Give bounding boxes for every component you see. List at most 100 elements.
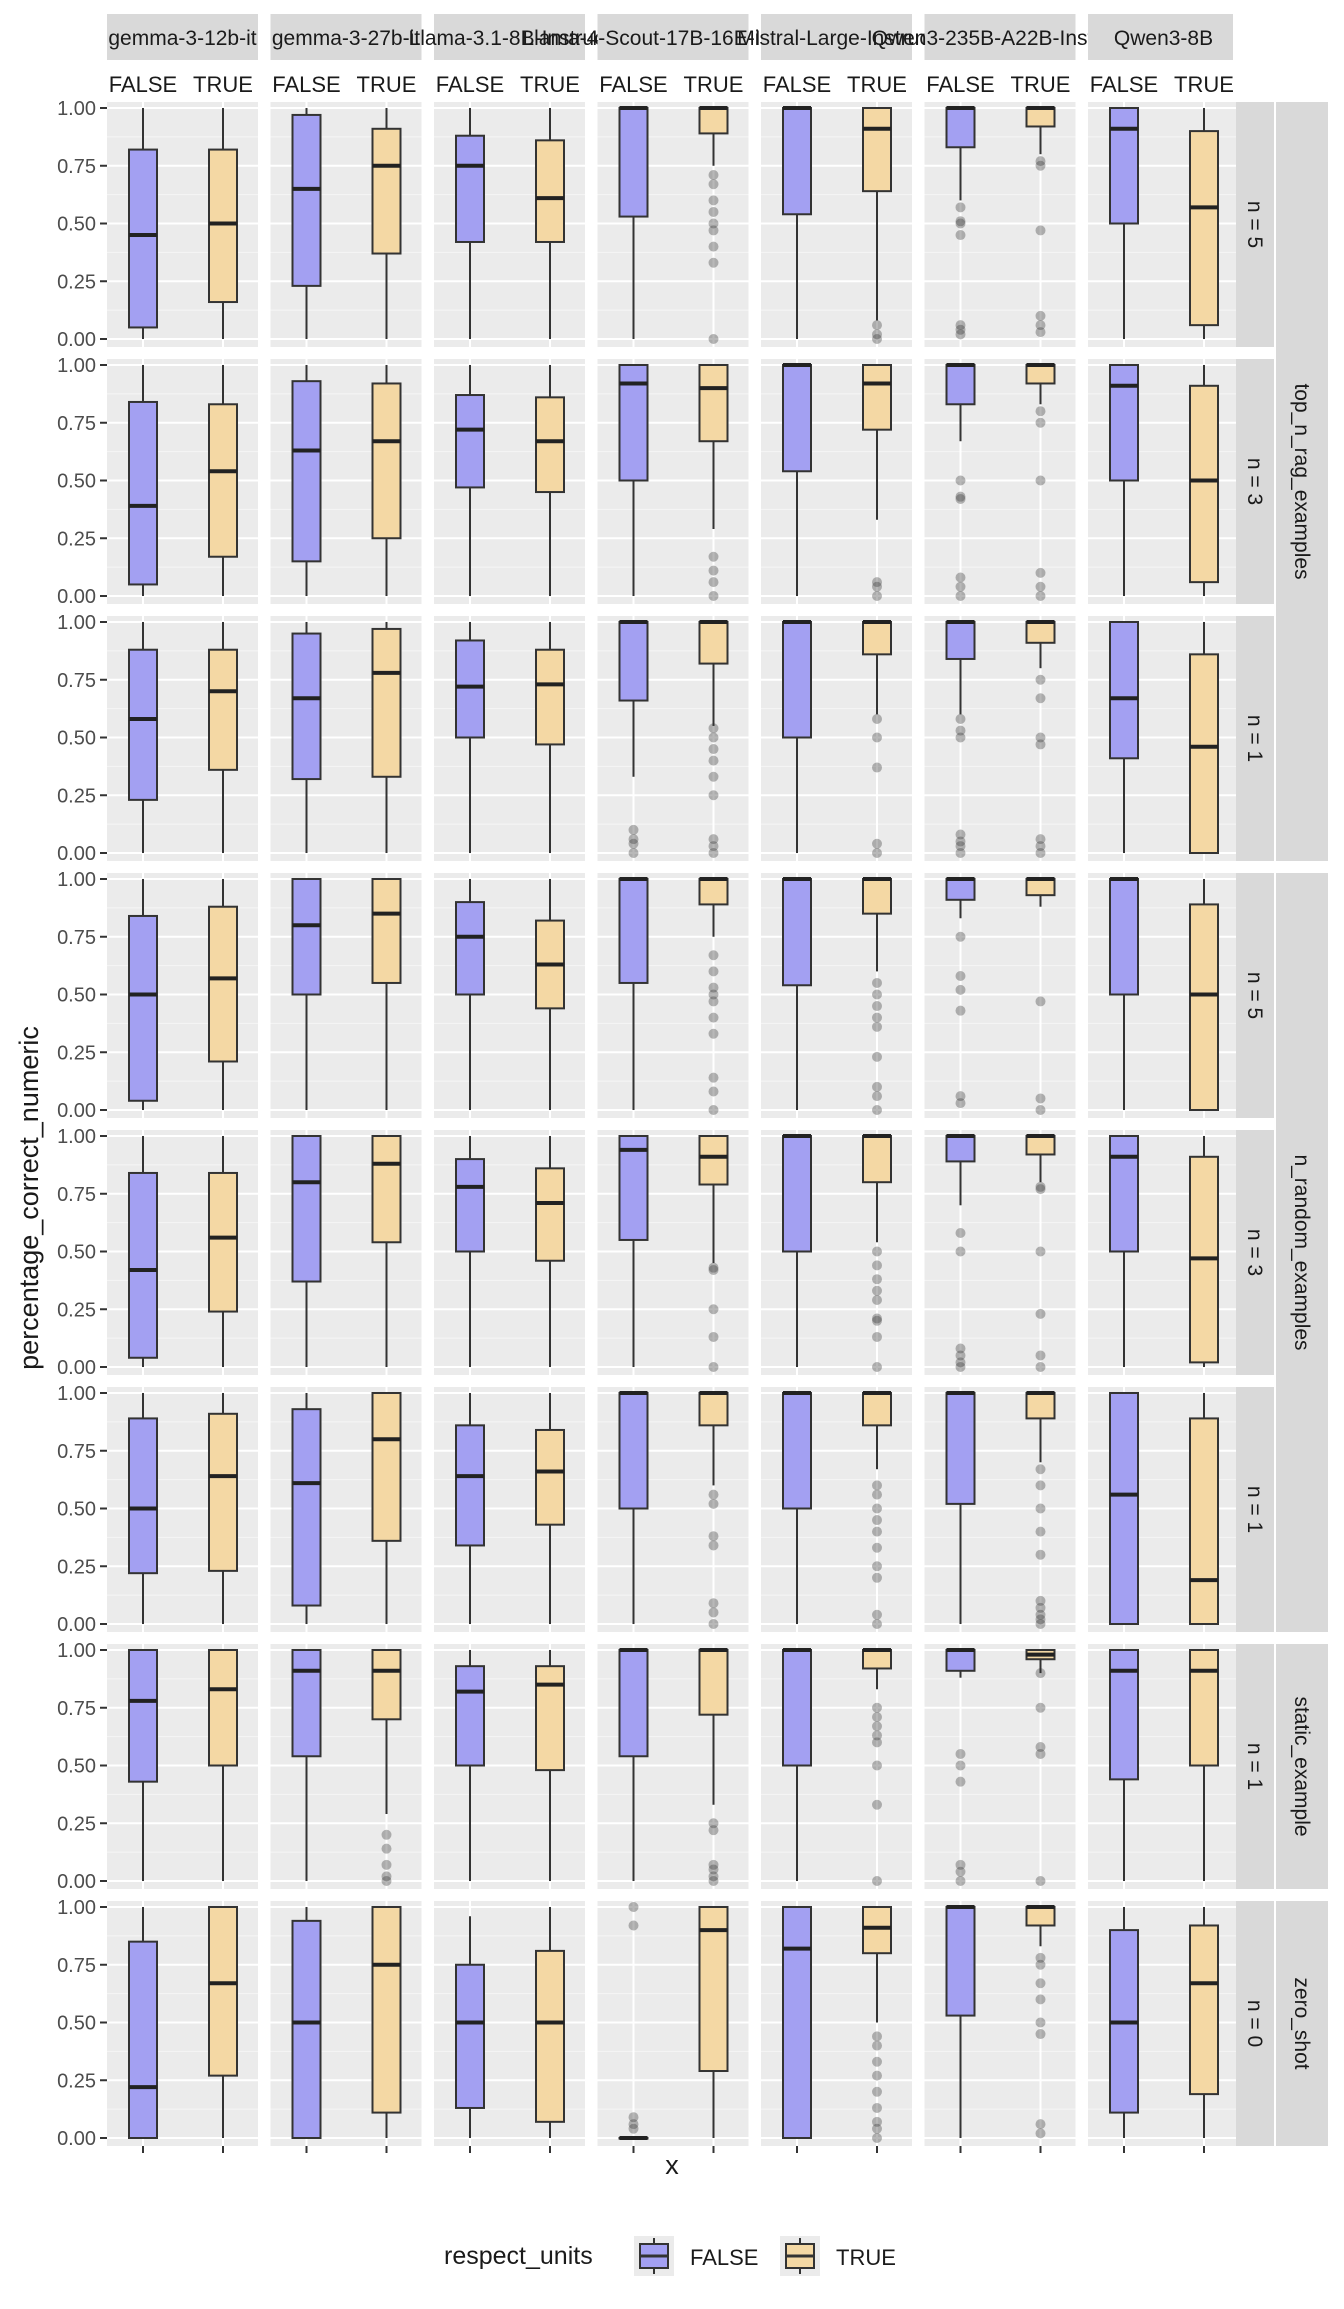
outlier-point xyxy=(708,732,719,743)
box-true xyxy=(698,620,729,858)
outlier-point xyxy=(872,1760,882,1771)
box-body xyxy=(945,878,976,901)
y-tick-label: 0.75 xyxy=(57,413,96,435)
facet-panel xyxy=(434,1130,585,1375)
outlier-point xyxy=(872,1105,882,1115)
outlier-point xyxy=(872,1609,882,1620)
outlier-point xyxy=(1035,310,1046,321)
x-tick-label: TRUE xyxy=(847,72,907,97)
box-true xyxy=(698,877,729,1115)
outlier-point xyxy=(872,2031,882,2042)
box-body xyxy=(782,878,812,987)
model-strip: Llama-4-Scout-17B-16E-Instruct FALSE TRUE xyxy=(522,14,824,97)
outlier-point xyxy=(708,996,719,1007)
box-false xyxy=(945,1134,976,1372)
outlier-point xyxy=(708,1871,719,1882)
box-true xyxy=(371,878,402,1110)
outlier-point xyxy=(955,1098,966,1109)
y-tick-label: 0.25 xyxy=(57,271,96,293)
outlier-point xyxy=(708,723,719,734)
outlier-point xyxy=(872,1721,882,1732)
facet-panel xyxy=(434,359,585,604)
outlier-point xyxy=(708,1264,719,1275)
facet-panel xyxy=(761,1644,912,1889)
outlier-point xyxy=(628,848,639,858)
box-body xyxy=(371,1392,402,1542)
group-strip-label: n_random_examples xyxy=(1290,1154,1313,1350)
outlier-point xyxy=(1035,674,1046,685)
box-body xyxy=(1189,653,1219,855)
outlier-point xyxy=(872,1503,882,1514)
y-tick-label: 0.50 xyxy=(57,1242,96,1264)
facet-panel xyxy=(597,1130,749,1375)
box-false xyxy=(782,1906,812,2139)
outlier-point xyxy=(872,1246,882,1257)
box-true xyxy=(371,1135,402,1367)
facet-panel xyxy=(597,102,749,347)
outlier-point xyxy=(872,320,882,331)
outlier-point xyxy=(1035,1503,1046,1514)
outlier-point xyxy=(708,848,719,858)
box-false xyxy=(291,365,322,596)
row-strip-bg xyxy=(1236,102,1274,347)
box-body xyxy=(618,1135,649,1241)
facet-panel xyxy=(761,1130,912,1375)
box-body xyxy=(1109,107,1139,225)
box-false xyxy=(291,1649,322,1881)
box-true xyxy=(862,1906,892,2143)
outlier-point xyxy=(872,1489,882,1500)
outlier-point xyxy=(708,841,719,852)
outlier-point xyxy=(1035,1742,1046,1753)
model-strip-bg xyxy=(107,14,258,60)
box-body xyxy=(128,1171,158,1359)
box-body xyxy=(291,878,322,996)
outlier-point xyxy=(955,1343,966,1354)
x-tick-label: TRUE xyxy=(357,72,417,97)
outlier-point xyxy=(708,950,719,961)
box-true xyxy=(208,108,238,339)
group-strip-label: zero_shot xyxy=(1290,1977,1313,2069)
box-body xyxy=(618,878,649,984)
box-body xyxy=(618,107,649,218)
row-strip-label: n = 5 xyxy=(1243,972,1266,1019)
outlier-point xyxy=(872,1012,882,1023)
outlier-point xyxy=(708,1012,719,1023)
outlier-point xyxy=(708,1262,719,1273)
outlier-point xyxy=(872,1001,882,1012)
box-body xyxy=(535,648,565,746)
box-body xyxy=(535,396,565,494)
model-strip-label: Mistral-Large-Instruct xyxy=(737,27,936,50)
row-strip: n = 5 xyxy=(1236,102,1274,347)
facet-panel xyxy=(434,873,585,1118)
box-false xyxy=(291,878,322,1110)
box-body xyxy=(698,1649,729,1716)
facet-panel xyxy=(434,1644,585,1889)
outlier-point xyxy=(872,577,882,588)
outlier-point xyxy=(708,1825,719,1836)
box-body xyxy=(208,1649,238,1767)
outlier-point xyxy=(955,848,966,858)
outlier-point xyxy=(708,179,719,190)
box-true xyxy=(208,1906,238,2138)
outlier-point xyxy=(955,202,966,213)
box-false xyxy=(291,1393,322,1624)
facet-panel xyxy=(107,1644,258,1889)
box-false xyxy=(128,1136,158,1367)
outlier-point xyxy=(708,1498,719,1509)
outlier-point xyxy=(628,838,639,849)
row-strip-bg xyxy=(1236,359,1274,604)
outlier-point xyxy=(1035,1748,1046,1759)
box-false xyxy=(782,363,812,596)
box-body xyxy=(782,1649,812,1767)
box-true xyxy=(862,364,892,601)
group-strip: top_n_rag_examples xyxy=(1276,102,1328,861)
outlier-point xyxy=(955,971,966,982)
outlier-point xyxy=(708,218,719,229)
outlier-point xyxy=(872,1295,882,1306)
outlier-point xyxy=(708,1864,719,1875)
y-tick-label: 0.25 xyxy=(57,785,96,807)
outlier-point xyxy=(872,2133,882,2143)
box-false xyxy=(1109,621,1139,853)
facet-panel xyxy=(270,1901,422,2146)
model-strip: gemma-3-27b-it FALSE TRUE xyxy=(270,14,422,97)
